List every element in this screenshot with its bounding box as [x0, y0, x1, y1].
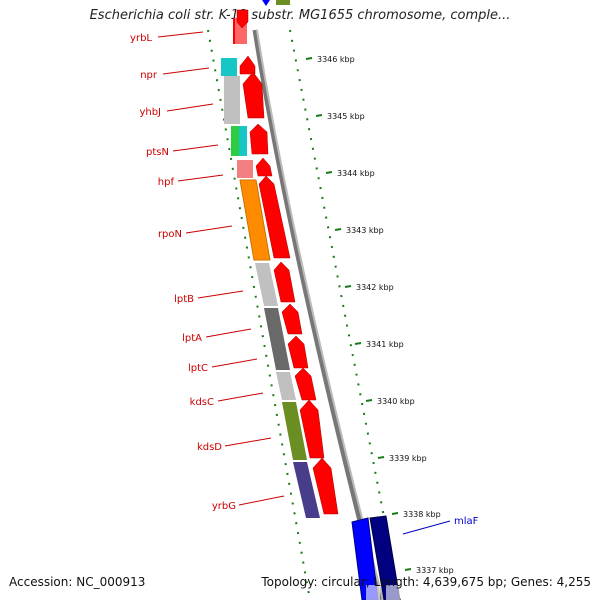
gene-block-mlaF-b[interactable] — [369, 515, 401, 600]
tick-label-3345: 3345 kbp — [327, 112, 365, 121]
tick-label-3337: 3337 kbp — [416, 566, 454, 575]
tick-mark-2 — [325, 171, 333, 174]
outer-boundary-line — [289, 29, 401, 600]
tick-mark-1 — [315, 114, 323, 117]
rev-arrow-top[interactable] — [262, 0, 270, 6]
tick-mark-0 — [305, 57, 313, 60]
label-connector-mlaF — [402, 520, 451, 535]
gene-block-mlaF-a[interactable] — [351, 517, 379, 600]
tick-label-3344: 3344 kbp — [337, 169, 375, 178]
fwd-arrow-3[interactable] — [242, 71, 265, 119]
gene-label-yrbG[interactable]: yrbG — [212, 501, 236, 512]
tick-mark-3 — [334, 228, 342, 231]
fwd-arrow-1[interactable] — [236, 9, 249, 29]
tick-mark-6 — [365, 399, 373, 402]
gene-label-lptA[interactable]: lptA — [182, 333, 202, 344]
fwd-arrow-2[interactable] — [239, 55, 256, 75]
map-title: Escherichia coli str. K-12 substr. MG165… — [89, 8, 511, 23]
chromosome-backbone-highlight — [256, 29, 384, 600]
fwd-arrow-4[interactable] — [249, 123, 269, 155]
gene-label-lptB[interactable]: lptB — [174, 294, 194, 305]
fwd-arrow-8[interactable] — [281, 303, 303, 335]
top-block-olive[interactable] — [276, 0, 290, 5]
forward-strand-arrows — [236, 9, 339, 515]
fwd-arrow-12[interactable] — [312, 457, 339, 515]
tick-marks — [305, 57, 412, 571]
tick-mark-8 — [391, 512, 399, 515]
tick-label-3339: 3339 kbp — [389, 454, 427, 463]
accession-text: Accession: NC_000913 — [9, 575, 146, 589]
tick-labels: 3346 kbp 3345 kbp 3344 kbp 3343 kbp 3342… — [317, 55, 454, 575]
tick-mark-7 — [377, 456, 385, 459]
fwd-arrow-6[interactable] — [258, 175, 291, 259]
tick-mark-4 — [344, 285, 352, 288]
tick-label-3343: 3343 kbp — [346, 226, 384, 235]
gene-label-rpoN[interactable]: rpoN — [158, 229, 182, 240]
gene-label-hpf[interactable]: hpf — [158, 177, 175, 188]
tick-mark-5 — [354, 342, 362, 345]
genome-summary-text: Topology: circular; Length: 4,639,675 bp… — [261, 575, 591, 589]
reverse-strand-blocks — [262, 0, 401, 600]
fwd-arrow-9[interactable] — [287, 335, 309, 369]
gene-block-kdsC[interactable] — [282, 402, 307, 460]
chromosome-backbone — [252, 29, 383, 600]
tick-label-3341: 3341 kbp — [366, 340, 404, 349]
gene-block-rpoN[interactable] — [239, 179, 271, 261]
label-connectors — [157, 31, 285, 506]
fwd-arrow-10[interactable] — [294, 367, 317, 401]
gene-block-lptB[interactable] — [255, 263, 278, 306]
tick-mark-9 — [404, 568, 412, 571]
gene-block-npr[interactable] — [221, 58, 237, 76]
gene-label-yhbJ[interactable]: yhbJ — [139, 107, 161, 118]
gene-label-mlaF[interactable]: mlaF — [454, 516, 479, 527]
fwd-arrow-11[interactable] — [299, 399, 325, 459]
gene-label-kdsC[interactable]: kdsC — [190, 397, 214, 408]
gene-block-yrbG[interactable] — [293, 462, 320, 518]
gene-label-yrbL[interactable]: yrbL — [130, 33, 152, 44]
gene-block-lptC[interactable] — [276, 372, 296, 400]
tick-label-3340: 3340 kbp — [377, 397, 415, 406]
left-labels: yrbL npr yhbJ ptsN hpf rpoN lptB lptA lp… — [130, 33, 236, 512]
tick-label-3342: 3342 kbp — [356, 283, 394, 292]
tick-label-3338: 3338 kbp — [403, 510, 441, 519]
gene-label-npr[interactable]: npr — [140, 70, 158, 81]
gene-block-hpf[interactable] — [237, 160, 253, 178]
gene-label-kdsD[interactable]: kdsD — [197, 442, 222, 453]
tick-label-3346: 3346 kbp — [317, 55, 355, 64]
gene-block-lptA[interactable] — [264, 308, 290, 370]
gene-label-lptC[interactable]: lptC — [188, 363, 208, 374]
gene-block-ptsN-b[interactable] — [239, 126, 247, 156]
gene-label-ptsN[interactable]: ptsN — [146, 147, 169, 158]
fwd-arrow-7[interactable] — [273, 261, 296, 303]
fwd-arrow-5[interactable] — [255, 157, 273, 177]
gene-block-yhbJ[interactable] — [224, 76, 240, 124]
